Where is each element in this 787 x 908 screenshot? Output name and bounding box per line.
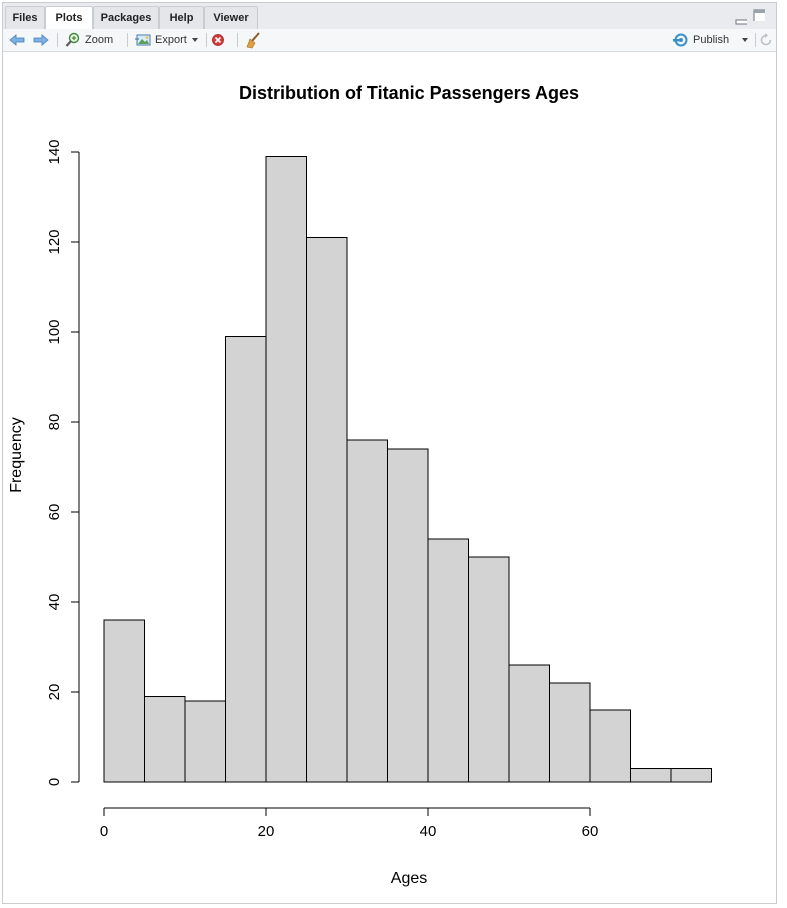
histogram-bar xyxy=(589,709,631,783)
toolbar-separator xyxy=(57,33,58,47)
refresh-icon[interactable] xyxy=(759,33,773,47)
y-tick-label: 0 xyxy=(46,778,63,786)
y-tick-label: 20 xyxy=(46,684,63,701)
toolbar-separator xyxy=(206,33,207,47)
toolbar-separator xyxy=(127,33,128,47)
histogram-bar xyxy=(225,336,267,783)
forward-arrow-icon[interactable] xyxy=(33,33,49,47)
toolbar-separator xyxy=(237,33,238,47)
tab-help[interactable]: Help xyxy=(159,6,204,29)
plots-pane: Files Plots Packages Help Viewer Zo xyxy=(2,2,777,904)
chevron-down-icon xyxy=(191,38,198,42)
histogram-bar xyxy=(630,768,672,783)
histogram-bars xyxy=(103,156,712,783)
y-axis: 0 20 40 60 80 100 120 140 xyxy=(46,139,80,786)
toolbar-separator xyxy=(755,33,756,47)
chart-title: Distribution of Titanic Passengers Ages xyxy=(239,83,579,103)
export-button[interactable]: Export xyxy=(135,31,199,49)
export-label: Export xyxy=(155,34,187,46)
y-tick-label: 60 xyxy=(46,504,63,521)
y-tick-label: 140 xyxy=(46,139,63,164)
histogram-bar xyxy=(103,619,145,783)
minimize-icon[interactable] xyxy=(735,13,747,25)
histogram-bar xyxy=(265,156,307,783)
histogram-bar xyxy=(306,237,348,783)
y-axis-label: Frequency xyxy=(8,417,25,493)
publish-label: Publish xyxy=(693,34,730,46)
export-icon xyxy=(135,34,151,46)
chevron-down-icon xyxy=(742,38,749,42)
publish-icon xyxy=(673,33,688,47)
histogram-bar xyxy=(387,448,429,783)
tab-viewer[interactable]: Viewer xyxy=(204,6,258,29)
pane-tab-bar: Files Plots Packages Help Viewer xyxy=(3,3,776,30)
zoom-label: Zoom xyxy=(85,34,114,46)
plots-toolbar: Zoom Export xyxy=(3,29,776,52)
histogram-plot: Distribution of Titanic Passengers Ages … xyxy=(8,83,712,887)
x-tick-label: 40 xyxy=(420,823,437,840)
histogram-bar xyxy=(346,439,388,783)
x-tick-label: 60 xyxy=(582,823,599,840)
histogram-bar xyxy=(184,700,226,783)
zoom-icon xyxy=(65,32,80,47)
maximize-icon[interactable] xyxy=(753,9,765,21)
histogram-bar xyxy=(549,682,591,783)
back-arrow-icon[interactable] xyxy=(9,33,25,47)
publish-button[interactable]: Publish xyxy=(673,31,749,49)
histogram-bar xyxy=(670,768,712,783)
broom-icon[interactable] xyxy=(244,31,262,49)
y-tick-label: 80 xyxy=(46,414,63,431)
tab-packages[interactable]: Packages xyxy=(93,6,159,29)
histogram-bar xyxy=(427,538,469,783)
histogram-bar xyxy=(144,696,186,783)
tab-files[interactable]: Files xyxy=(5,6,45,29)
zoom-button[interactable]: Zoom xyxy=(65,31,113,49)
remove-plot-icon[interactable] xyxy=(211,33,225,47)
tab-plots[interactable]: Plots xyxy=(45,6,93,30)
x-tick-label: 0 xyxy=(100,823,108,840)
y-tick-label: 120 xyxy=(46,229,63,254)
x-axis-label: Ages xyxy=(391,870,427,887)
y-tick-label: 100 xyxy=(46,319,63,344)
x-axis: 0 20 40 60 xyxy=(100,807,599,840)
x-tick-label: 20 xyxy=(258,823,275,840)
y-tick-label: 40 xyxy=(46,594,63,611)
histogram-bar xyxy=(468,556,510,783)
histogram-bar xyxy=(508,664,550,783)
